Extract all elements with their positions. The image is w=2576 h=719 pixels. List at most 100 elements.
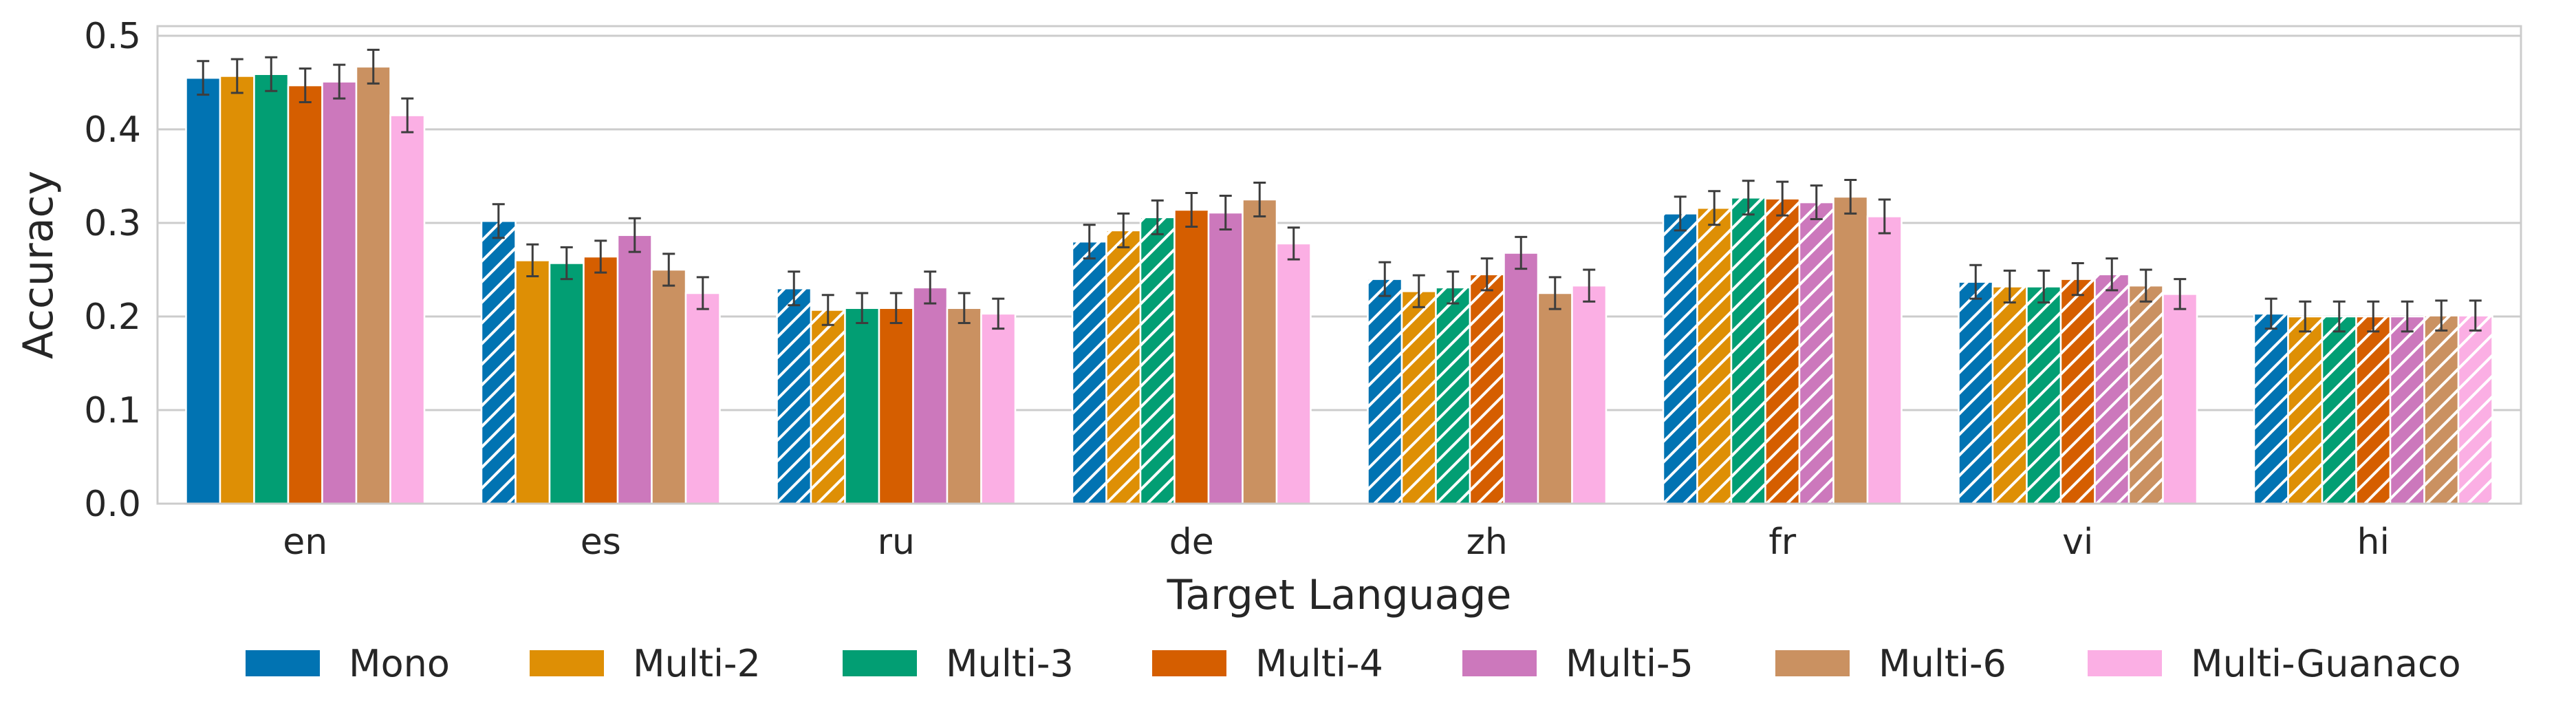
legend-label: Multi-5 (1566, 642, 1693, 685)
bar-hi-multi-4 (2355, 315, 2392, 505)
bar-en-multi-6 (355, 65, 391, 505)
y-tick-labels: 0.0 0.1 0.2 0.3 0.4 0.5 (84, 16, 141, 525)
error-bar (696, 276, 709, 310)
bar-vi-multi-4 (2059, 278, 2096, 505)
error-bar (1810, 184, 1823, 221)
error-bar (1583, 268, 1596, 303)
bar-es-multi-5 (616, 234, 653, 505)
error-bar (2469, 299, 2482, 332)
y-axis-title: Accuracy (14, 171, 63, 359)
error-bar (2367, 300, 2380, 333)
y-tick-label: 0.4 (84, 109, 141, 151)
error-bar (299, 67, 312, 104)
bar-fr-mono (1662, 213, 1698, 505)
legend-swatch (246, 650, 320, 676)
bar-es-multi-3 (548, 262, 585, 505)
bar-de-multi-5 (1207, 211, 1244, 505)
legend-item: Multi-Guanaco (2088, 642, 2461, 685)
error-bar (1412, 274, 1425, 308)
error-bar (2174, 278, 2187, 310)
bar-en-mono (185, 76, 221, 505)
error-bar (821, 294, 834, 326)
bar-hi-multi-guanaco (2457, 314, 2493, 505)
bar-ru-multi-2 (810, 309, 846, 505)
error-bar (2333, 300, 2346, 333)
bar-fr-multi-2 (1696, 206, 1733, 505)
error-bar (2106, 257, 2119, 292)
error-bar (2264, 297, 2277, 330)
error-bar (2139, 268, 2152, 303)
error-bar (1378, 261, 1392, 297)
error-bar (1674, 195, 1687, 232)
bar-hi-multi-6 (2423, 314, 2460, 505)
bar-en-multi-guanaco (389, 114, 426, 505)
bar-zh-multi-guanaco (1571, 284, 1608, 505)
error-bar (1708, 190, 1721, 226)
bar-zh-multi-5 (1503, 252, 1539, 505)
x-axis-title: Target Language (1167, 571, 1512, 619)
bar-hi-mono (2253, 312, 2289, 505)
bar-zh-multi-6 (1537, 292, 1573, 505)
error-bar (1287, 226, 1300, 261)
legend-swatch (843, 650, 917, 676)
error-bar (2401, 300, 2414, 333)
bar-en-multi-3 (253, 73, 290, 505)
legend: Mono Multi-2 Multi-3 Multi-4 Multi-5 Multi-6 M… (246, 642, 2461, 685)
bar-hi-multi-2 (2287, 315, 2324, 505)
error-bar (2435, 299, 2448, 332)
error-bar (957, 292, 971, 325)
bar-ru-multi-4 (878, 307, 914, 505)
error-bar (1878, 198, 1891, 235)
error-bar (1185, 191, 1198, 228)
legend-item: Multi-4 (1152, 642, 1383, 685)
legend-label: Mono (349, 642, 450, 685)
bar-de-multi-4 (1173, 208, 1210, 505)
bar-vi-multi-3 (2026, 286, 2062, 505)
error-bar (2071, 261, 2084, 297)
error-bar (1969, 264, 1982, 300)
x-tick-label: en (283, 522, 327, 563)
bar-de-multi-6 (1242, 198, 1278, 505)
error-bar (662, 253, 675, 287)
error-bar (628, 217, 641, 253)
bar-vi-multi-2 (1991, 286, 2028, 505)
x-tick-label: es (581, 522, 621, 563)
error-bar (492, 203, 505, 239)
bar-vi-mono (1958, 281, 1994, 505)
bar-de-multi-3 (1139, 216, 1176, 505)
bar-es-multi-4 (583, 255, 619, 505)
error-bar (367, 48, 380, 85)
error-bar (924, 270, 937, 305)
bar-hi-multi-5 (2389, 315, 2425, 505)
error-bar (1742, 180, 1755, 216)
y-tick-label: 0.5 (84, 16, 141, 57)
error-bar (2037, 269, 2050, 304)
legend-item: Mono (246, 642, 450, 685)
legend-item: Multi-6 (1775, 642, 2006, 685)
bar-ru-mono (776, 287, 812, 505)
error-bar (788, 270, 801, 307)
bar-hi-multi-3 (2321, 315, 2357, 505)
bar-ru-multi-6 (946, 307, 982, 505)
legend-label: Multi-3 (946, 642, 1074, 685)
error-bar (1219, 195, 1232, 231)
bar-de-multi-guanaco (1275, 242, 1312, 505)
legend-swatch (2088, 650, 2162, 676)
bar-es-mono (480, 220, 517, 505)
bar-fr-multi-4 (1764, 197, 1801, 505)
bar-es-multi-2 (515, 259, 551, 505)
y-tick-label: 0.0 (84, 484, 141, 525)
bar-fr-multi-guanaco (1866, 215, 1903, 505)
error-bar (526, 243, 539, 278)
plot-frame (156, 25, 2522, 505)
legend-label: Multi-Guanaco (2191, 642, 2461, 685)
legend-item: Multi-3 (843, 642, 1074, 685)
legend-swatch (530, 650, 604, 676)
bar-fr-multi-6 (1832, 195, 1869, 505)
error-bar (856, 292, 869, 325)
error-bar (1117, 212, 1130, 248)
x-tick-label: de (1169, 522, 1214, 563)
legend-swatch (1775, 650, 1850, 676)
x-tick-label: vi (2062, 522, 2093, 563)
legend-label: Multi-4 (1255, 642, 1383, 685)
